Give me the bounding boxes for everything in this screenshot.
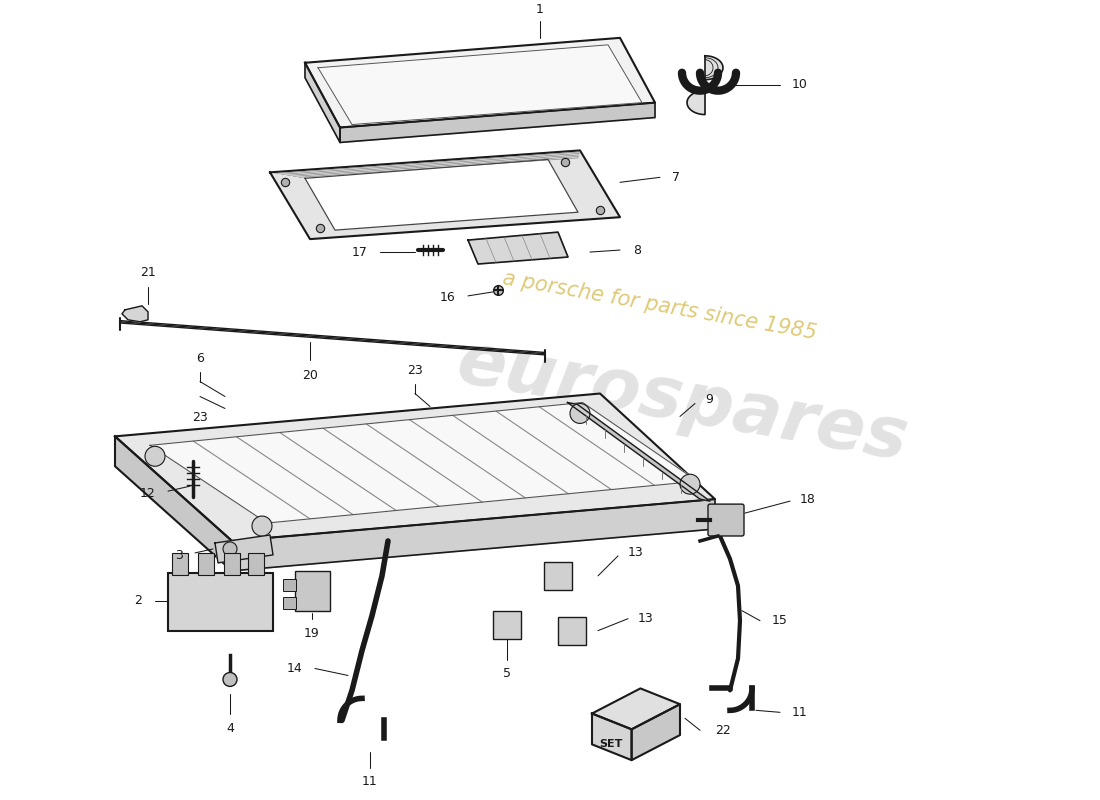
Text: 1: 1: [536, 3, 543, 16]
Bar: [558, 617, 586, 645]
Circle shape: [570, 403, 590, 423]
Polygon shape: [592, 714, 631, 760]
Text: 15: 15: [772, 614, 788, 627]
Text: 11: 11: [362, 775, 378, 788]
Text: 21: 21: [140, 266, 156, 279]
Polygon shape: [116, 436, 232, 571]
Text: 8: 8: [632, 243, 641, 257]
Polygon shape: [150, 402, 697, 523]
Circle shape: [223, 673, 236, 686]
Polygon shape: [468, 232, 568, 264]
Polygon shape: [340, 102, 654, 142]
Polygon shape: [305, 38, 654, 127]
Text: 2: 2: [134, 594, 142, 607]
Circle shape: [252, 516, 272, 536]
Text: 16: 16: [439, 291, 455, 304]
Polygon shape: [232, 499, 715, 571]
Polygon shape: [214, 535, 273, 563]
Polygon shape: [122, 306, 149, 322]
Bar: [283, 597, 296, 609]
Circle shape: [145, 446, 165, 466]
Circle shape: [223, 542, 236, 556]
Bar: [168, 573, 273, 630]
Bar: [248, 553, 264, 575]
Text: 23: 23: [192, 411, 208, 425]
Text: 11: 11: [792, 706, 807, 719]
Text: 18: 18: [800, 493, 816, 506]
Polygon shape: [688, 56, 723, 114]
Bar: [283, 579, 296, 590]
Text: 23: 23: [407, 363, 422, 377]
Text: 7: 7: [672, 171, 680, 184]
Bar: [198, 553, 214, 575]
Polygon shape: [631, 704, 680, 760]
Polygon shape: [318, 45, 642, 125]
Polygon shape: [305, 62, 340, 142]
Text: 14: 14: [286, 662, 302, 675]
Text: 22: 22: [715, 724, 730, 737]
Polygon shape: [592, 689, 680, 730]
Text: 5: 5: [503, 667, 512, 681]
Text: 13: 13: [638, 612, 653, 625]
Text: 10: 10: [792, 78, 807, 91]
Bar: [172, 553, 188, 575]
Polygon shape: [270, 150, 620, 239]
Text: 17: 17: [352, 246, 368, 258]
Text: 20: 20: [302, 369, 318, 382]
Text: 13: 13: [628, 546, 643, 559]
Bar: [544, 562, 572, 590]
Text: 6: 6: [196, 352, 204, 365]
Polygon shape: [568, 402, 710, 501]
Bar: [295, 571, 330, 610]
Text: 4: 4: [227, 722, 234, 735]
Polygon shape: [116, 394, 715, 541]
Text: 19: 19: [304, 626, 320, 640]
Circle shape: [680, 474, 700, 494]
FancyBboxPatch shape: [708, 504, 744, 536]
Polygon shape: [305, 159, 578, 230]
Bar: [224, 553, 240, 575]
Text: a porsche for parts since 1985: a porsche for parts since 1985: [502, 268, 818, 343]
Text: 9: 9: [705, 393, 713, 406]
Text: 3: 3: [175, 550, 183, 562]
Text: SET: SET: [600, 739, 623, 750]
Text: eurospares: eurospares: [451, 328, 913, 475]
Text: 12: 12: [140, 486, 155, 500]
Bar: [493, 610, 521, 638]
